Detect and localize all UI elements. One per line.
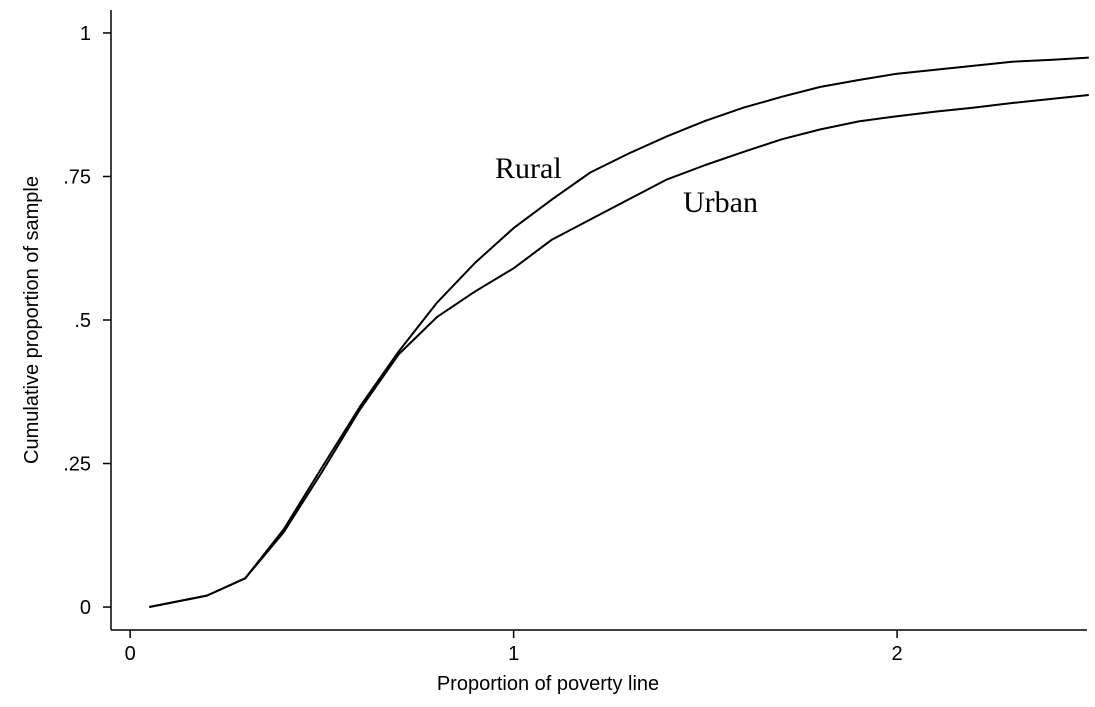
series-label: Urban — [683, 186, 758, 219]
line-series — [149, 94, 1089, 608]
x-axis-label: Proportion of poverty line — [437, 673, 659, 695]
x-tick-label: 1 — [508, 643, 519, 665]
y-tick-label: .75 — [63, 166, 91, 188]
y-tick-label: 1 — [80, 23, 91, 45]
y-tick-label: 0 — [80, 597, 91, 619]
line-series — [149, 56, 1089, 608]
y-tick-label: .5 — [74, 310, 91, 332]
series-label: Rural — [495, 152, 562, 185]
y-tick-label: .25 — [63, 454, 91, 476]
x-tick-label: 2 — [892, 643, 903, 665]
y-axis-label: Cumulative proportion of sample — [21, 176, 43, 464]
x-tick-label: 0 — [125, 643, 136, 665]
